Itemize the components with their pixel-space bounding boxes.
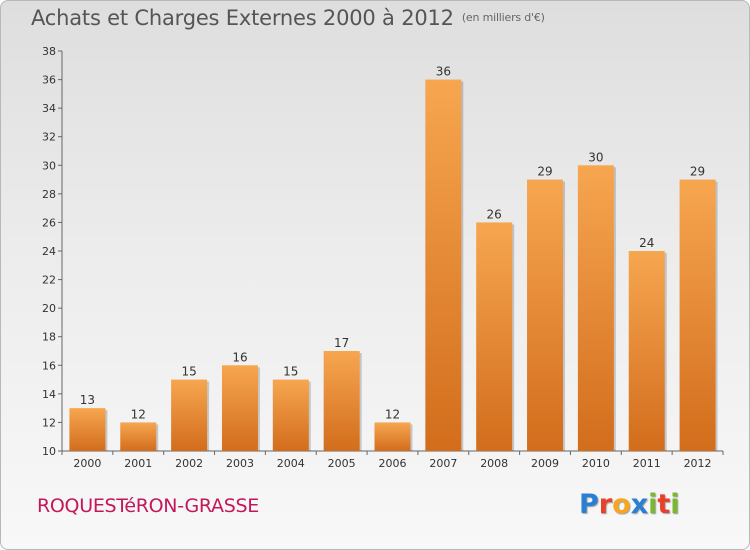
bar-value-label: 29 <box>690 165 705 179</box>
y-tick-label: 10 <box>42 445 56 458</box>
y-tick-label: 22 <box>42 274 56 287</box>
bar-value-label: 15 <box>283 365 298 379</box>
y-tick-label: 20 <box>42 302 56 315</box>
x-tick-label: 2002 <box>175 457 203 470</box>
x-tick-label: 2006 <box>379 457 407 470</box>
y-tick-label: 24 <box>42 245 56 258</box>
x-tick-label: 2010 <box>582 457 610 470</box>
y-tick-label: 16 <box>42 359 56 372</box>
bar-value-label: 15 <box>181 365 196 379</box>
x-tick-label: 2003 <box>226 457 254 470</box>
x-tick-label: 2000 <box>73 457 101 470</box>
bar <box>527 179 564 452</box>
bar <box>577 165 614 452</box>
y-tick-label: 32 <box>42 131 56 144</box>
x-tick-label: 2009 <box>531 457 559 470</box>
bar <box>272 379 309 451</box>
axes: 10 12 14 16 18 20 22 24 26 28 30 32 34 36 38 2000 2001 20… <box>42 45 724 470</box>
bar <box>476 222 513 451</box>
y-tick-label: 30 <box>42 159 56 172</box>
logo-letter: i <box>670 489 680 520</box>
bar-value-label: 12 <box>131 407 146 421</box>
y-tick-label: 36 <box>42 74 56 87</box>
bar-value-label: 24 <box>639 236 654 250</box>
x-tick-label: 2007 <box>429 457 457 470</box>
bars <box>69 79 718 452</box>
y-tick-label: 12 <box>42 416 56 429</box>
y-tick-label: 14 <box>42 388 56 401</box>
logo-letter: i <box>648 489 658 520</box>
bar <box>221 365 258 451</box>
bar-value-label: 29 <box>537 165 552 179</box>
chart-title: Achats et Charges Externes 2000 à 2012 (e… <box>31 6 545 30</box>
x-tick-label: 2008 <box>480 457 508 470</box>
bar-value-label: 26 <box>487 207 502 221</box>
bar <box>628 251 665 451</box>
x-tick-label: 2004 <box>277 457 305 470</box>
bar <box>323 351 360 451</box>
bar-value-label: 17 <box>334 336 349 350</box>
bar-value-label: 13 <box>80 393 95 407</box>
proxiti-logo: Proxiti <box>579 489 680 520</box>
y-tick-label: 34 <box>42 102 56 115</box>
logo-letter: r <box>598 489 613 520</box>
x-tick-label: 2012 <box>684 457 712 470</box>
bar <box>425 79 462 452</box>
y-tick-label: 18 <box>42 331 56 344</box>
logo-letter: x <box>630 489 649 520</box>
bar <box>374 422 411 451</box>
bar <box>69 408 106 451</box>
y-tick-label: 38 <box>42 45 56 58</box>
logo-letter: t <box>657 489 671 520</box>
bar-value-label: 36 <box>436 65 451 79</box>
bar-value-label: 12 <box>385 407 400 421</box>
y-tick-label: 26 <box>42 216 56 229</box>
bar-value-label: 16 <box>232 350 247 364</box>
chart-unit-label: (en milliers d'€) <box>461 11 545 24</box>
commune-name: ROQUESTéRON-GRASSE <box>37 495 259 517</box>
value-labels: 13 12 15 16 15 17 12 36 26 29 30 24 29 <box>80 65 705 422</box>
bar <box>171 379 208 451</box>
bar <box>679 179 716 452</box>
x-tick-label: 2001 <box>124 457 152 470</box>
x-tick-label: 2011 <box>633 457 661 470</box>
bar-value-label: 30 <box>588 150 603 164</box>
logo-letter: o <box>612 489 631 520</box>
y-tick-label: 28 <box>42 188 56 201</box>
x-tick-label: 2005 <box>328 457 356 470</box>
logo-letter: P <box>579 489 599 520</box>
chart-title-text: Achats et Charges Externes 2000 à 2012 <box>31 6 454 30</box>
bar <box>120 422 157 451</box>
